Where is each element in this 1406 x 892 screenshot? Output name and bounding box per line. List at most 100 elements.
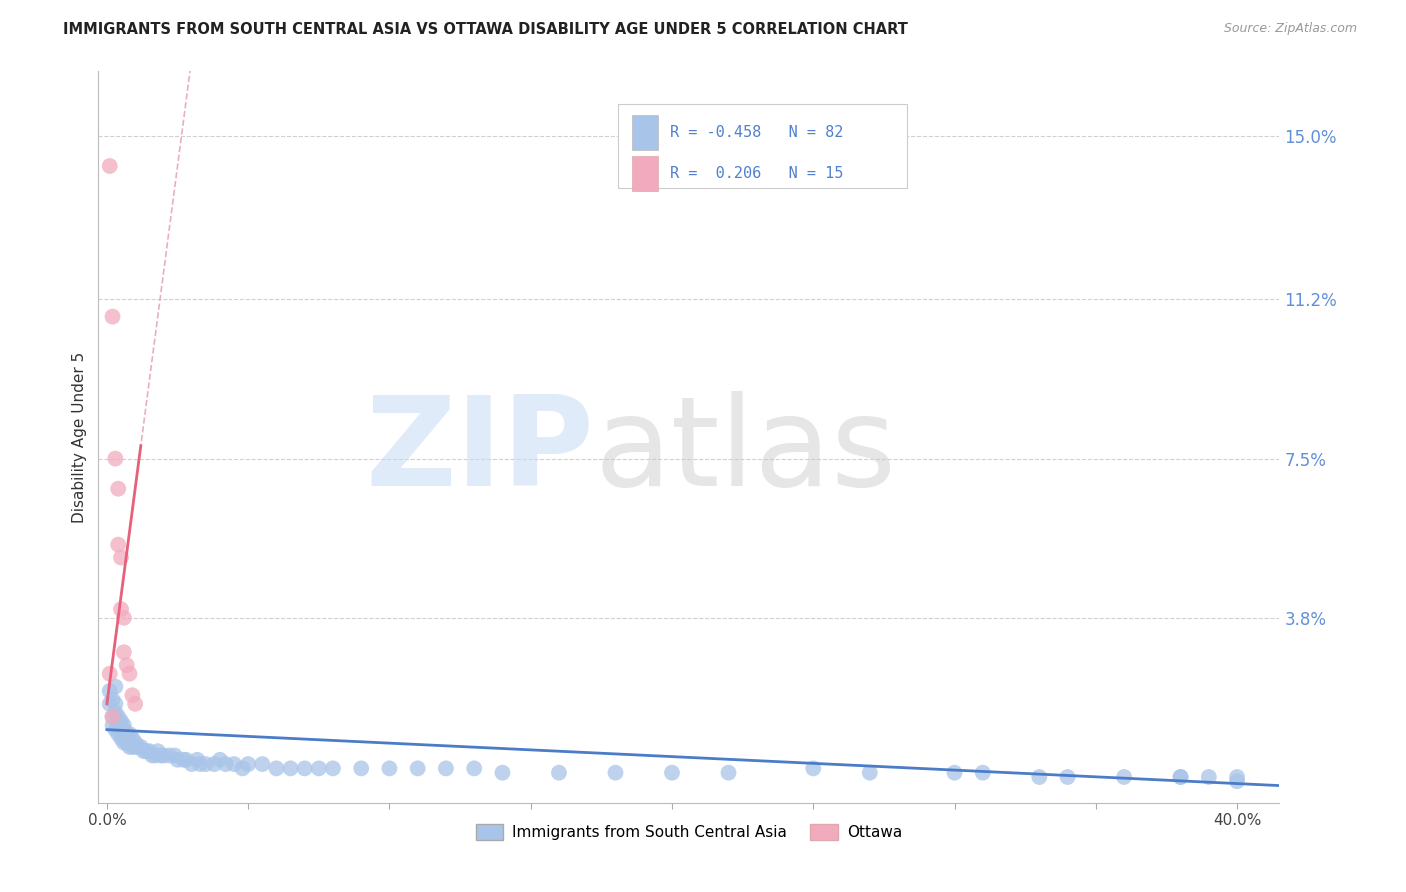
Point xyxy=(132,744,155,758)
Point xyxy=(661,765,683,780)
Point xyxy=(801,761,824,775)
Point xyxy=(152,748,174,763)
Point xyxy=(214,757,236,772)
Point xyxy=(104,723,127,737)
FancyBboxPatch shape xyxy=(619,104,907,188)
Point xyxy=(859,765,882,780)
FancyBboxPatch shape xyxy=(633,115,658,151)
Point xyxy=(294,761,316,775)
Point xyxy=(208,753,231,767)
Point xyxy=(127,739,149,754)
Point xyxy=(110,723,132,737)
Point xyxy=(463,761,485,775)
Point xyxy=(163,748,186,763)
Point xyxy=(118,727,141,741)
Point xyxy=(115,658,138,673)
Text: ZIP: ZIP xyxy=(366,392,595,512)
Point xyxy=(1226,774,1249,789)
Point xyxy=(252,757,274,772)
Point xyxy=(157,748,180,763)
Point xyxy=(188,757,211,772)
Point xyxy=(121,688,143,702)
Point xyxy=(115,727,138,741)
Point xyxy=(280,761,302,775)
Point xyxy=(124,739,146,754)
Point xyxy=(107,710,129,724)
Point xyxy=(135,744,157,758)
Point xyxy=(110,718,132,732)
Y-axis label: Disability Age Under 5: Disability Age Under 5 xyxy=(72,351,87,523)
Legend: Immigrants from South Central Asia, Ottawa: Immigrants from South Central Asia, Otta… xyxy=(470,818,908,847)
Point xyxy=(605,765,627,780)
Point xyxy=(1112,770,1135,784)
Point xyxy=(104,680,127,694)
Point xyxy=(101,310,124,324)
Point xyxy=(943,765,966,780)
Point xyxy=(308,761,330,775)
Point xyxy=(491,765,513,780)
Point xyxy=(118,739,141,754)
Point xyxy=(110,714,132,728)
Point xyxy=(101,718,124,732)
Point xyxy=(138,744,160,758)
Text: R = -0.458   N = 82: R = -0.458 N = 82 xyxy=(671,125,844,140)
Text: R =  0.206   N = 15: R = 0.206 N = 15 xyxy=(671,166,844,181)
Point xyxy=(121,739,143,754)
Point xyxy=(1226,770,1249,784)
Point xyxy=(202,757,225,772)
Point xyxy=(112,735,135,749)
Point xyxy=(548,765,571,780)
Point xyxy=(322,761,344,775)
Point xyxy=(166,753,188,767)
Point xyxy=(1170,770,1192,784)
Point xyxy=(98,697,121,711)
Point xyxy=(101,692,124,706)
Point xyxy=(186,753,208,767)
Point xyxy=(146,744,169,758)
FancyBboxPatch shape xyxy=(633,156,658,191)
Point xyxy=(104,706,127,720)
Point xyxy=(107,727,129,741)
Point xyxy=(434,761,457,775)
Point xyxy=(149,748,172,763)
Point xyxy=(104,697,127,711)
Text: IMMIGRANTS FROM SOUTH CENTRAL ASIA VS OTTAWA DISABILITY AGE UNDER 5 CORRELATION : IMMIGRANTS FROM SOUTH CENTRAL ASIA VS OT… xyxy=(63,22,908,37)
Point xyxy=(98,666,121,681)
Point xyxy=(129,739,152,754)
Point xyxy=(118,666,141,681)
Point xyxy=(1028,770,1050,784)
Point xyxy=(112,611,135,625)
Point xyxy=(717,765,740,780)
Point xyxy=(406,761,429,775)
Text: atlas: atlas xyxy=(595,392,897,512)
Point xyxy=(194,757,217,772)
Point xyxy=(180,757,202,772)
Point xyxy=(231,761,253,775)
Point xyxy=(350,761,373,775)
Point xyxy=(141,748,163,763)
Point xyxy=(1198,770,1220,784)
Point xyxy=(115,735,138,749)
Text: Source: ZipAtlas.com: Source: ZipAtlas.com xyxy=(1223,22,1357,36)
Point xyxy=(101,710,124,724)
Point xyxy=(1170,770,1192,784)
Point xyxy=(238,757,260,772)
Point xyxy=(112,718,135,732)
Point xyxy=(121,731,143,746)
Point xyxy=(174,753,197,767)
Point xyxy=(98,159,121,173)
Point xyxy=(112,645,135,659)
Point xyxy=(107,538,129,552)
Point xyxy=(124,735,146,749)
Point xyxy=(112,731,135,746)
Point xyxy=(107,718,129,732)
Point xyxy=(101,710,124,724)
Point xyxy=(110,550,132,565)
Point xyxy=(124,697,146,711)
Point xyxy=(1056,770,1078,784)
Point xyxy=(112,723,135,737)
Point xyxy=(172,753,194,767)
Point xyxy=(110,602,132,616)
Point xyxy=(98,684,121,698)
Point xyxy=(266,761,288,775)
